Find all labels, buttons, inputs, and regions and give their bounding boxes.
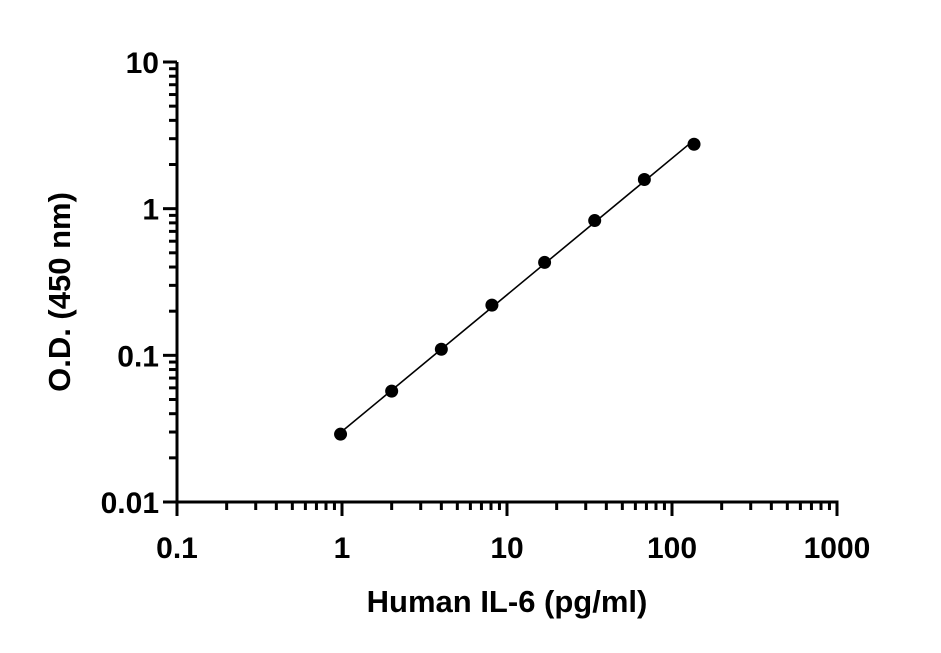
data-point [637,173,651,187]
data-point [687,137,701,151]
fit-line [340,139,695,434]
data-point [538,255,552,269]
data-point [434,342,448,356]
axes [175,62,839,504]
x-axis-title: Human IL-6 (pg/ml) [367,584,648,619]
y-tick-label: 1 [142,194,159,227]
y-tick-label: 0.1 [117,340,159,373]
x-tick-label: 10 [490,532,523,565]
y-axis-title: O.D. (450 nm) [42,192,77,392]
data-point [385,384,399,398]
series [334,137,701,441]
data-point [588,214,602,228]
x-tick-label: 1 [334,532,351,565]
x-tick-label: 100 [647,532,697,565]
x-tick-label: 1000 [804,532,871,565]
tick-labels: 0.1 1 10 100 1000 0.01 0.1 1 10 [101,47,871,565]
ticks [163,60,839,516]
data-point [334,427,348,441]
data-point [485,298,499,312]
x-tick-label: 0.1 [156,532,198,565]
y-tick-label: 10 [126,47,159,80]
y-tick-label: 0.01 [101,487,159,520]
